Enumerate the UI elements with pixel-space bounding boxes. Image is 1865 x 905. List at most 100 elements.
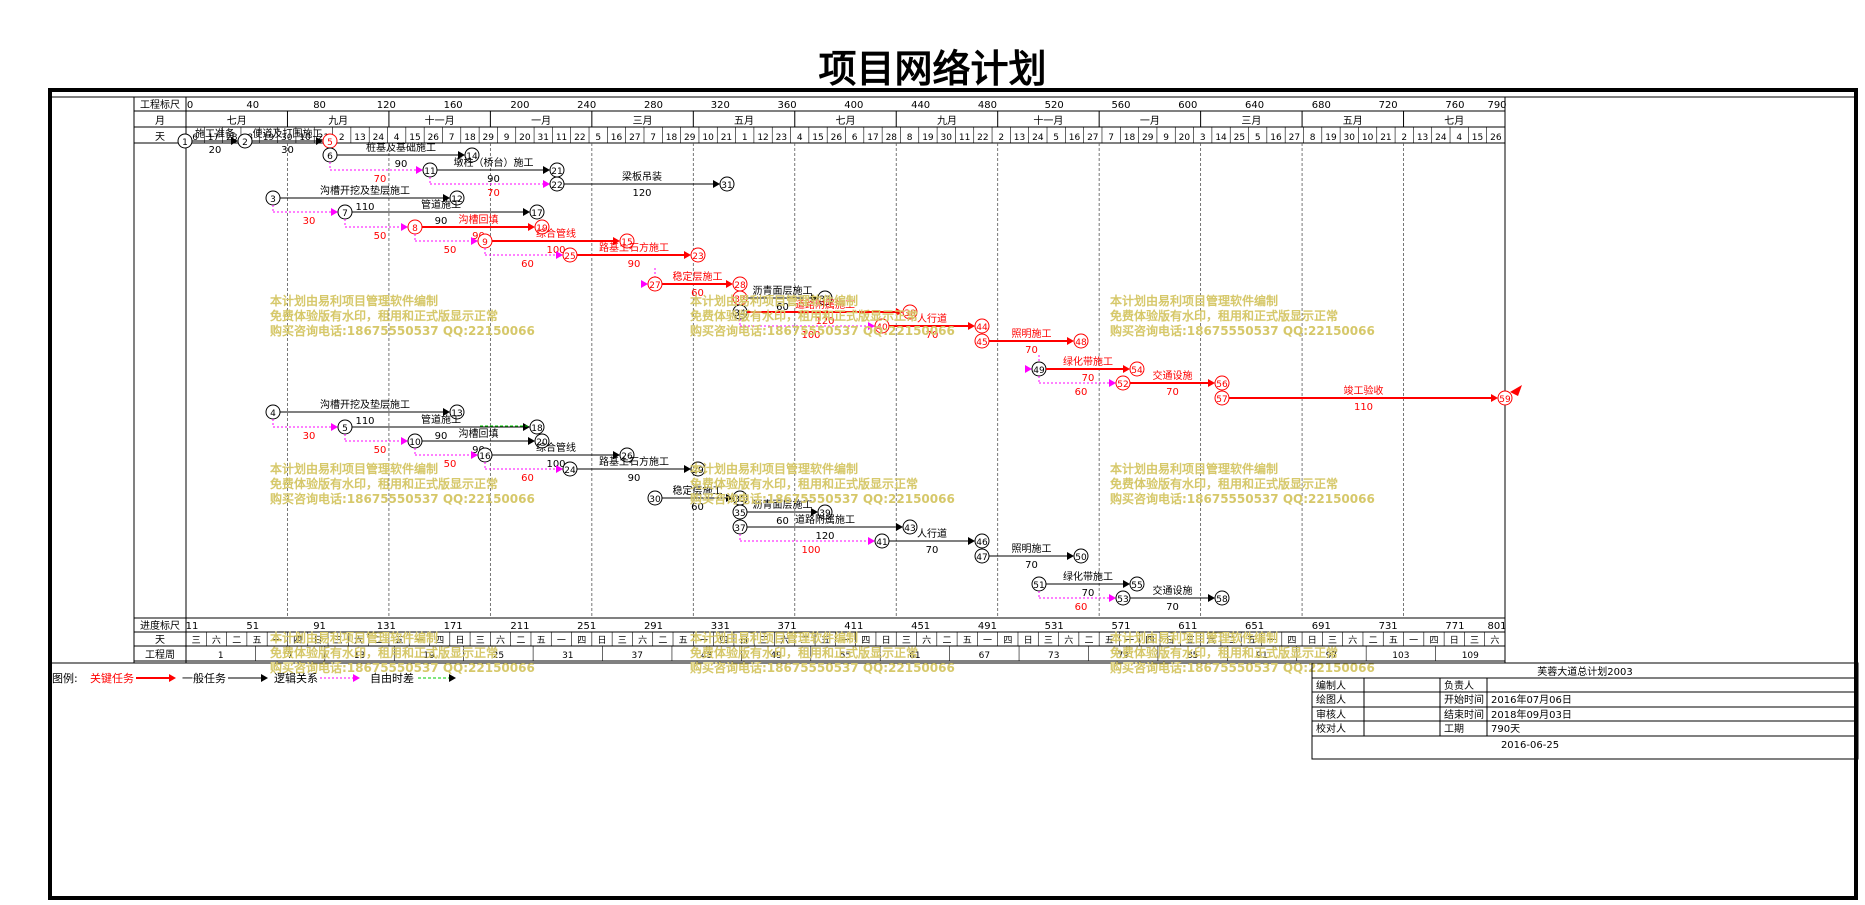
day-cell: 19 (263, 133, 275, 143)
task-duration: 110 (1354, 402, 1373, 413)
progress-tick: 411 (844, 621, 863, 632)
day-cell: 22 (574, 133, 585, 143)
week-cell: 13 (354, 651, 365, 661)
task-name: 沟槽回填 (459, 427, 499, 440)
task-name: 交通设施 (1153, 584, 1193, 597)
arrow-head (811, 294, 818, 302)
watermark-line2: 免费体验版有水印，租用和正式版显示正常 (1110, 308, 1338, 323)
weekday-cell: 二 (374, 636, 383, 646)
node-34: 34 (734, 309, 746, 319)
titleblock-value: 2018年09月03日 (1491, 708, 1572, 721)
watermark-line2: 免费体验版有水印，租用和正式版显示正常 (270, 645, 498, 660)
node-43: 43 (904, 524, 915, 534)
day-cell: 10 (702, 133, 714, 143)
day-cell: 24 (1032, 133, 1044, 143)
weekday-cell: 四 (1287, 636, 1296, 646)
task-duration: 60 (691, 502, 704, 513)
month-cell: 一月 (1140, 115, 1160, 127)
week-cell: 97 (1326, 651, 1337, 661)
task-name: 绿化带施工 (1063, 355, 1113, 368)
task-duration: 60 (776, 302, 789, 313)
day-cell: 15 (812, 133, 823, 143)
titleblock-cell: 开始时间 (1444, 693, 1484, 706)
scale-tick: 440 (911, 100, 930, 111)
weekday-cell: 六 (1206, 634, 1215, 646)
weekday-cell: 三 (476, 636, 485, 646)
legend-label: 图例: (52, 671, 78, 685)
progress-tick: 801 (1487, 621, 1506, 632)
node-48: 48 (1075, 338, 1087, 348)
scale-tick: 200 (510, 100, 529, 111)
day-cell: 24 (1435, 133, 1447, 143)
progress-tick: 651 (1245, 621, 1264, 632)
weekday-cell: 日 (597, 635, 606, 646)
arrow-head (556, 465, 563, 473)
weekday-cell: 四 (435, 636, 444, 646)
day-cell: 3 (1200, 133, 1206, 143)
task-name: 管道施工 (421, 413, 461, 426)
day-cell: 4 (394, 133, 400, 143)
weekday-cell: 日 (740, 635, 749, 646)
page-title: 项目网络计划 (818, 46, 1047, 91)
task-duration: 70 (926, 545, 939, 556)
day-cell: 30 (281, 133, 293, 143)
weekday-cell: 五 (537, 636, 546, 646)
weekday-cell: 二 (1227, 636, 1236, 646)
month-cell: 三月 (633, 115, 653, 127)
arrow-head (231, 137, 238, 145)
day-cell: 2 (339, 133, 345, 143)
task-name: 路基土石方施工 (599, 241, 669, 254)
node-16: 16 (479, 452, 491, 462)
progress-tick: 731 (1379, 621, 1398, 632)
node-22: 22 (551, 181, 562, 191)
day-cell: 1 (742, 133, 748, 143)
titleblock-cell: 编制人 (1316, 679, 1346, 692)
titleblock-value: 790天 (1491, 724, 1520, 735)
weekday-cell: 四 (293, 636, 302, 646)
legend-normal: 一般任务 (182, 672, 226, 685)
weekday-cell: 六 (1490, 634, 1499, 646)
arrow-head (1025, 365, 1032, 373)
arrow-head (316, 137, 323, 145)
scale-tick: 560 (1111, 100, 1130, 111)
weekday-cell: 三 (618, 636, 627, 646)
node-circle (1073, 333, 1089, 349)
weekday-cell: 一 (415, 636, 424, 646)
weekday-cell: 六 (638, 634, 647, 646)
month-cell: 九月 (937, 115, 957, 127)
watermark-line3: 购买咨询电话:18675550537 QQ:22150066 (270, 323, 535, 338)
arrow-head (543, 180, 550, 188)
node-circle (902, 519, 918, 535)
watermark-line1: 本计划由易利项目管理软件编制 (270, 293, 438, 308)
weekday-cell: 四 (861, 636, 870, 646)
node-7: 7 (342, 209, 348, 219)
node-21: 21 (551, 167, 562, 177)
node-59: 59 (1499, 395, 1511, 405)
task-duration: 70 (1082, 588, 1095, 599)
legend-logic: 逻辑关系 (274, 671, 318, 685)
scale-tick: 40 (246, 100, 259, 111)
task-name: 梁板吊装 (622, 170, 662, 183)
day-cell: 2 (1401, 133, 1407, 143)
day-cell: 26 (428, 133, 440, 143)
legend-critical: 关键任务 (90, 671, 134, 685)
node-circle (464, 147, 480, 163)
titleblock-cell: 负责人 (1444, 679, 1474, 692)
scale-tick: 0 (187, 100, 193, 111)
week-cell: 61 (909, 651, 920, 661)
scale-tick: 760 (1445, 100, 1464, 111)
node-52: 52 (1117, 380, 1128, 390)
progress-tick: 611 (1178, 621, 1197, 632)
weekday-cell: 三 (1328, 636, 1337, 646)
scale-tick: 240 (577, 100, 596, 111)
scale-tick: 680 (1312, 100, 1331, 111)
progress-tick: 531 (1045, 621, 1064, 632)
task-duration: 60 (691, 288, 704, 299)
task-name: 道路附属施工 (795, 513, 855, 526)
arrow-head (471, 237, 478, 245)
weekday-cell: 三 (1186, 636, 1195, 646)
progress-label: 进度标尺 (140, 619, 180, 632)
month-cell: 九月 (328, 115, 348, 127)
day-cell: 13 (1417, 133, 1428, 143)
lag-label: 70 (374, 174, 387, 185)
